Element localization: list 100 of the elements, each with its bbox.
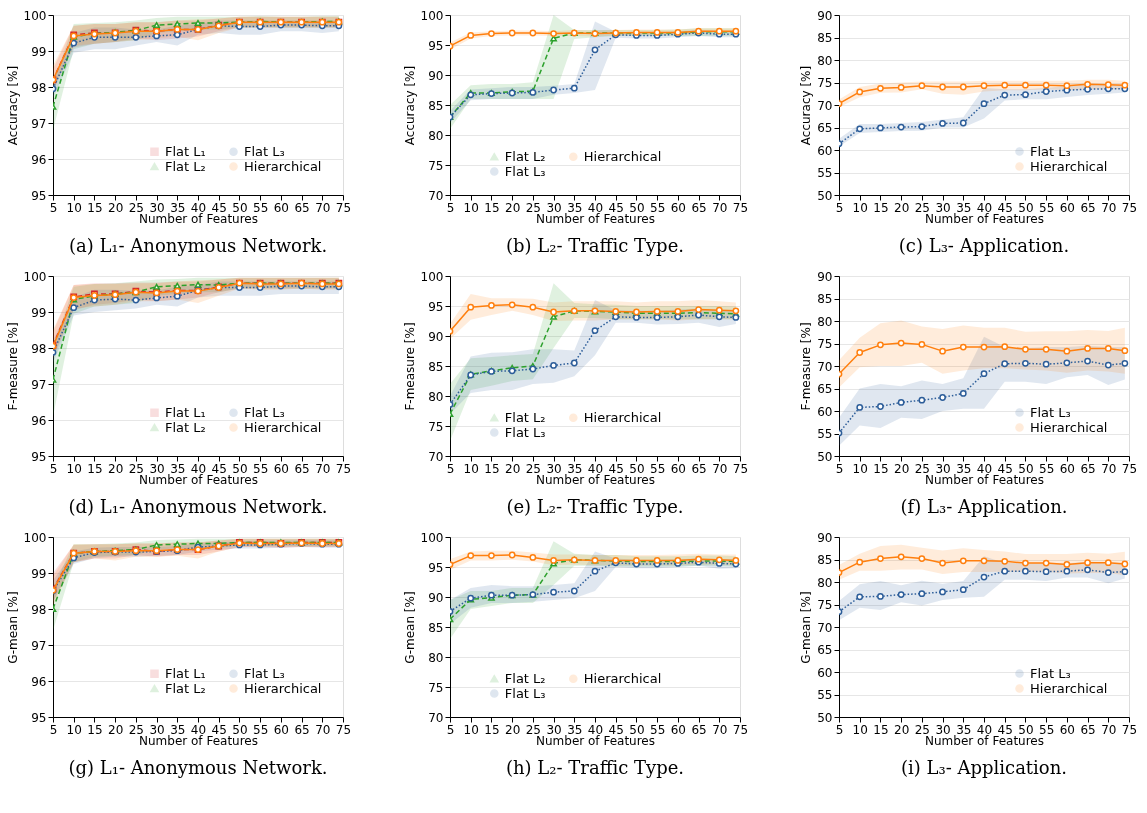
y-tick-label: 85 <box>428 359 444 374</box>
x-tick-label: 15 <box>484 722 500 737</box>
x-tick-label: 70 <box>1101 461 1117 476</box>
y-tick-label: 97 <box>31 116 47 131</box>
x-tick-label: 60 <box>273 200 289 215</box>
x-tick-label: 65 <box>691 200 707 215</box>
x-tick-label: 70 <box>315 200 331 215</box>
text: (e) L₂- Traffic Type. <box>506 496 684 517</box>
x-tick-label: 5 <box>835 461 844 476</box>
x-tick-label: 5 <box>835 722 844 737</box>
y-tick-label: 100 <box>420 269 444 284</box>
y-tick-label: 65 <box>817 382 833 396</box>
text: (a) L₁- Anonymous Network. <box>68 235 328 256</box>
x-tick-label: 65 <box>294 722 310 737</box>
x-tick-label: 60 <box>670 722 686 737</box>
legend-label: Flat L₂ <box>165 419 206 435</box>
legend-label: Flat L₃ <box>504 685 546 701</box>
y-tick-label: 70 <box>817 359 833 374</box>
y-tick-label: 60 <box>817 143 833 158</box>
x-tick-label: 70 <box>712 722 728 737</box>
y-tick-label: 55 <box>817 166 833 180</box>
x-tick-label: 60 <box>670 461 686 476</box>
y-tick-label: 75 <box>428 419 444 434</box>
x-tick-label: 70 <box>1101 722 1117 737</box>
y-tick-label: 70 <box>428 188 444 203</box>
y-axis-title: F-measure [%] <box>5 322 20 411</box>
legend-label: Hierarchical <box>244 158 322 174</box>
x-tick-label: 70 <box>315 722 331 737</box>
y-tick-label: 80 <box>817 314 833 329</box>
legend-label: Flat L₁ <box>165 665 206 681</box>
y-tick-label: 97 <box>31 377 47 392</box>
legend-label: Hierarchical <box>244 419 322 435</box>
x-tick-label: 70 <box>1101 200 1117 215</box>
x-tick-label: 60 <box>1059 722 1075 737</box>
x-tick-label: 75 <box>335 722 352 737</box>
x-tick-label: 60 <box>273 722 289 737</box>
legend-label: Flat L₂ <box>504 409 546 425</box>
y-tick-label: 70 <box>428 710 444 725</box>
y-axis-title: Accuracy [%] <box>5 65 20 146</box>
x-tick-label: 10 <box>463 722 479 737</box>
x-tick-label: 15 <box>87 461 103 476</box>
y-tick-label: 90 <box>817 530 833 545</box>
x-tick-label: 20 <box>108 722 124 737</box>
x-tick-label: 65 <box>1080 461 1096 476</box>
x-tick-label: 60 <box>273 461 289 476</box>
y-tick-label: 80 <box>428 650 444 665</box>
y-tick-label: 70 <box>428 449 444 464</box>
legend-label: Flat L₂ <box>165 680 206 696</box>
y-axis-title: G-mean [%] <box>402 591 417 664</box>
y-tick-label: 95 <box>31 449 47 464</box>
legend-label: Hierarchical <box>583 670 662 686</box>
y-axis-title: F-measure [%] <box>799 322 814 411</box>
x-tick-label: 15 <box>87 200 103 215</box>
y-tick-label: 60 <box>817 665 833 680</box>
y-tick-label: 100 <box>420 8 444 23</box>
x-tick-label: 75 <box>732 461 749 476</box>
y-tick-label: 100 <box>23 269 47 284</box>
x-tick-label: 20 <box>505 200 521 215</box>
y-tick-label: 80 <box>428 128 444 143</box>
x-tick-label: 15 <box>484 200 500 215</box>
legend-label: Flat L₁ <box>165 404 206 420</box>
legend-label: Flat L₂ <box>165 158 206 174</box>
y-tick-label: 65 <box>817 121 833 135</box>
text: (i) L₃- Application. <box>900 757 1068 778</box>
x-tick-label: 5 <box>446 200 455 215</box>
y-axis-title: G-mean [%] <box>799 591 814 664</box>
y-tick-label: 60 <box>817 404 833 419</box>
y-tick-label: 70 <box>817 98 833 113</box>
legend-label: Flat L₃ <box>1030 404 1071 420</box>
y-tick-label: 75 <box>817 337 833 351</box>
y-tick-label: 75 <box>817 76 833 90</box>
x-tick-label: 65 <box>691 722 707 737</box>
y-tick-label: 98 <box>31 341 47 356</box>
y-tick-label: 90 <box>817 269 833 284</box>
y-tick-label: 75 <box>817 598 833 612</box>
x-tick-label: 15 <box>873 461 889 476</box>
legend-label: Flat L₃ <box>504 424 546 440</box>
x-tick-label: 60 <box>1059 200 1075 215</box>
y-tick-label: 100 <box>23 530 47 545</box>
y-tick-label: 80 <box>428 389 444 404</box>
x-tick-label: 70 <box>315 461 331 476</box>
x-tick-label: 10 <box>66 461 82 476</box>
text: (d) L₁- Anonymous Network. <box>68 496 328 517</box>
y-tick-label: 98 <box>31 602 47 617</box>
y-axis-title: G-mean [%] <box>5 591 20 664</box>
text: (g) L₁- Anonymous Network. <box>68 757 328 778</box>
y-tick-label: 50 <box>817 710 833 725</box>
y-tick-label: 90 <box>428 590 444 605</box>
y-tick-label: 85 <box>817 292 833 306</box>
legend-label: Flat L₃ <box>1030 665 1071 681</box>
x-tick-label: 75 <box>732 200 749 215</box>
legend-label: Flat L₁ <box>165 143 206 159</box>
y-tick-label: 99 <box>31 44 47 59</box>
x-tick-label: 20 <box>894 200 910 215</box>
legend-label: Hierarchical <box>1030 158 1108 174</box>
legend-label: Hierarchical <box>583 409 662 425</box>
y-tick-label: 99 <box>31 566 47 581</box>
legend-label: Flat L₃ <box>244 665 285 681</box>
y-tick-label: 96 <box>31 152 47 167</box>
x-tick-label: 5 <box>446 461 455 476</box>
